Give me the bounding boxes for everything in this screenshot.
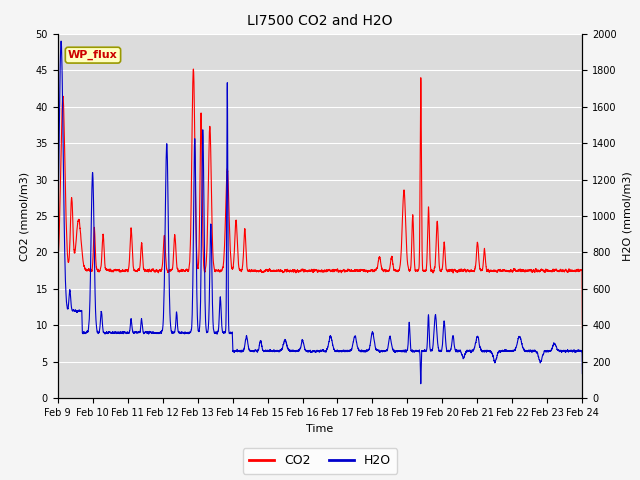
Legend: CO2, H2O: CO2, H2O xyxy=(243,448,397,474)
Y-axis label: H2O (mmol/m3): H2O (mmol/m3) xyxy=(622,171,632,261)
Text: WP_flux: WP_flux xyxy=(68,50,118,60)
X-axis label: Time: Time xyxy=(307,424,333,433)
Title: LI7500 CO2 and H2O: LI7500 CO2 and H2O xyxy=(247,14,393,28)
Y-axis label: CO2 (mmol/m3): CO2 (mmol/m3) xyxy=(20,171,30,261)
